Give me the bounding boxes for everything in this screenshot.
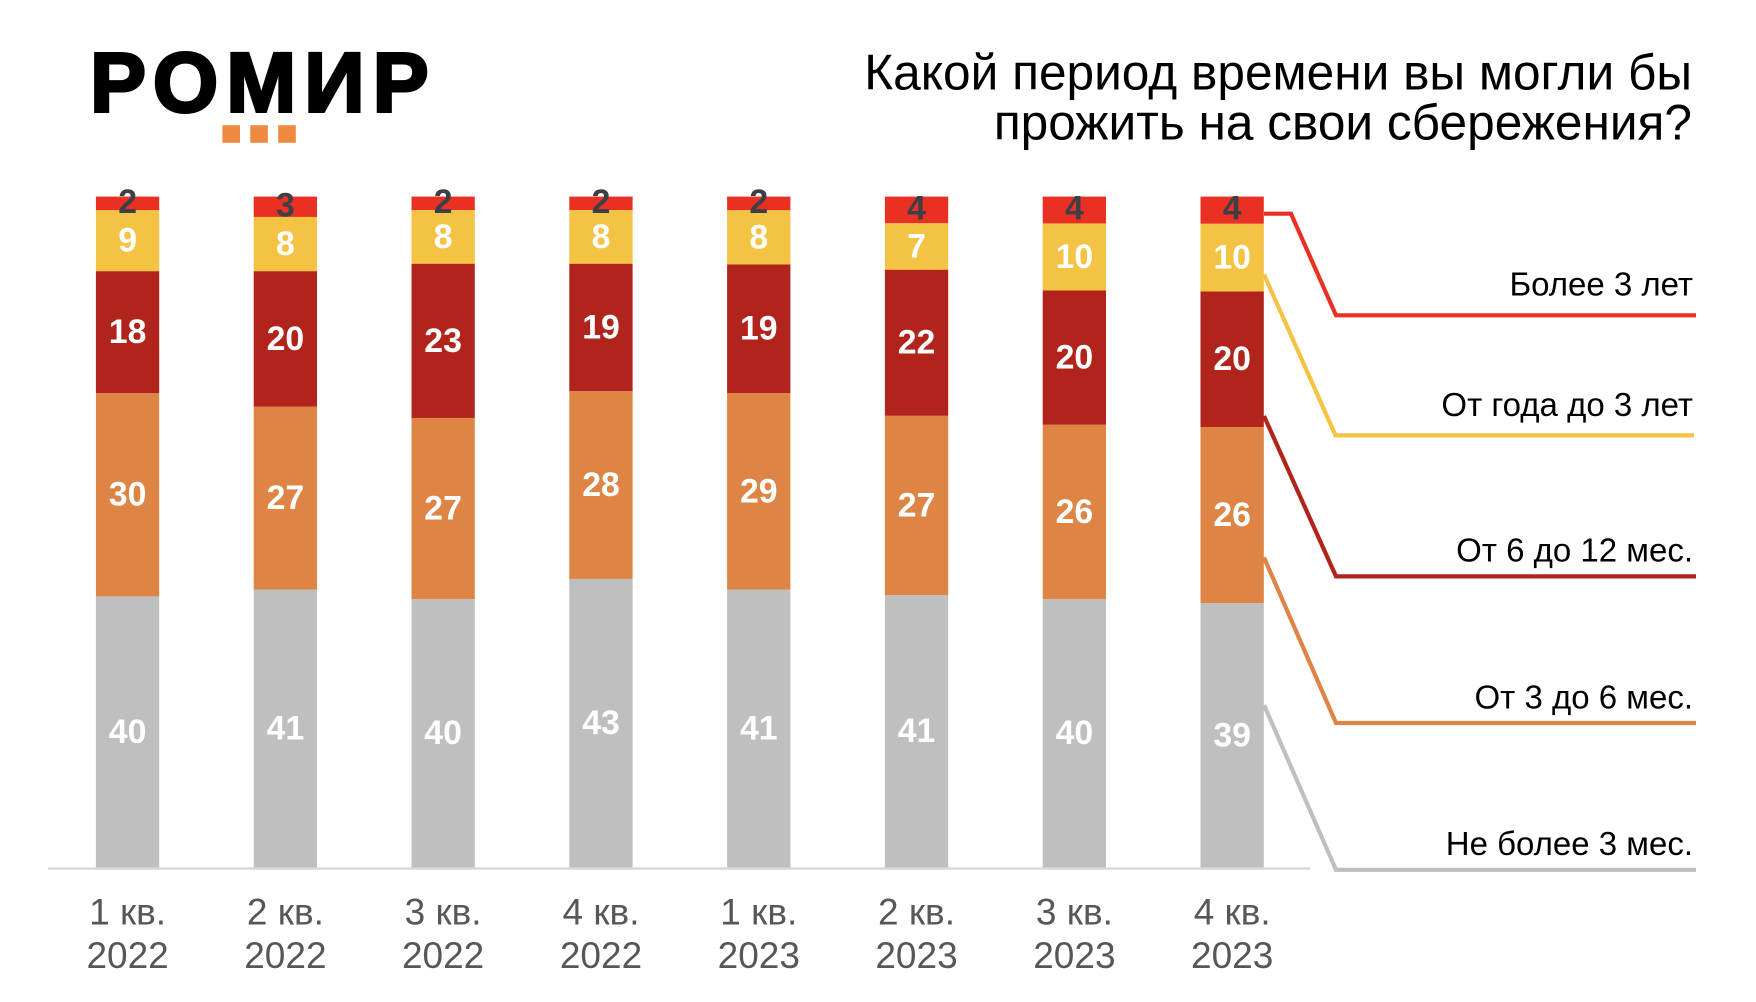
svg-text:От года до 3 лет: От года до 3 лет	[1441, 386, 1693, 423]
svg-text:26: 26	[1213, 496, 1251, 534]
svg-text:От 6 до 12 мес.: От 6 до 12 мес.	[1456, 532, 1693, 569]
svg-text:3 кв.: 3 кв.	[1036, 892, 1113, 933]
svg-text:10: 10	[1213, 239, 1251, 277]
svg-text:40: 40	[424, 714, 462, 752]
svg-text:3: 3	[276, 186, 295, 224]
svg-text:8: 8	[749, 218, 768, 256]
svg-text:РОМИР: РОМИР	[90, 36, 437, 130]
svg-text:2022: 2022	[402, 935, 484, 976]
svg-text:29: 29	[740, 472, 778, 510]
svg-text:Более 3 лет: Более 3 лет	[1509, 266, 1693, 303]
svg-text:41: 41	[740, 710, 778, 748]
svg-text:26: 26	[1056, 493, 1094, 531]
svg-text:8: 8	[434, 218, 453, 256]
svg-text:2 кв.: 2 кв.	[247, 892, 324, 933]
svg-text:2023: 2023	[1033, 935, 1115, 976]
svg-text:9: 9	[118, 222, 137, 260]
svg-text:4 кв.: 4 кв.	[1194, 892, 1271, 933]
svg-text:Какой период времени вы могли: Какой период времени вы могли бы	[864, 44, 1692, 100]
svg-text:19: 19	[740, 310, 778, 348]
svg-text:прожить на свои сбережения?: прожить на свои сбережения?	[994, 94, 1692, 150]
svg-text:22: 22	[898, 324, 936, 362]
svg-text:30: 30	[109, 476, 147, 514]
svg-text:10: 10	[1056, 238, 1094, 276]
svg-text:3 кв.: 3 кв.	[405, 892, 482, 933]
svg-text:27: 27	[898, 486, 936, 524]
svg-text:20: 20	[1213, 340, 1251, 378]
svg-text:8: 8	[592, 218, 611, 256]
svg-text:40: 40	[1056, 714, 1094, 752]
svg-text:19: 19	[582, 308, 620, 346]
svg-text:39: 39	[1213, 716, 1251, 754]
svg-text:7: 7	[907, 227, 926, 265]
svg-text:Не более 3 мес.: Не более 3 мес.	[1446, 825, 1693, 862]
svg-text:2: 2	[749, 183, 768, 221]
svg-text:2 кв.: 2 кв.	[878, 892, 955, 933]
svg-text:4: 4	[907, 189, 926, 227]
svg-text:2: 2	[118, 183, 137, 221]
svg-text:4: 4	[1065, 190, 1084, 228]
svg-text:2022: 2022	[560, 935, 642, 976]
svg-text:2023: 2023	[1191, 935, 1273, 976]
svg-text:2023: 2023	[875, 935, 957, 976]
svg-text:27: 27	[424, 490, 462, 528]
svg-text:23: 23	[424, 322, 462, 360]
svg-text:28: 28	[582, 466, 620, 504]
svg-text:2023: 2023	[718, 935, 800, 976]
svg-text:1 кв.: 1 кв.	[89, 892, 166, 933]
svg-text:2022: 2022	[244, 935, 326, 976]
svg-text:43: 43	[582, 704, 620, 742]
svg-text:От 3 до 6 мес.: От 3 до 6 мес.	[1475, 678, 1693, 715]
svg-text:4 кв.: 4 кв.	[563, 892, 640, 933]
svg-text:41: 41	[898, 712, 936, 750]
svg-text:20: 20	[1056, 339, 1094, 377]
svg-text:1 кв.: 1 кв.	[720, 892, 797, 933]
svg-text:20: 20	[267, 320, 305, 358]
svg-text:2: 2	[434, 183, 453, 221]
svg-text:18: 18	[109, 313, 147, 351]
svg-text:40: 40	[109, 713, 147, 751]
svg-text:2022: 2022	[86, 935, 168, 976]
svg-text:8: 8	[276, 225, 295, 263]
svg-text:4: 4	[1223, 190, 1242, 228]
svg-text:27: 27	[267, 479, 305, 517]
svg-text:41: 41	[267, 710, 305, 748]
svg-text:2: 2	[592, 183, 611, 221]
